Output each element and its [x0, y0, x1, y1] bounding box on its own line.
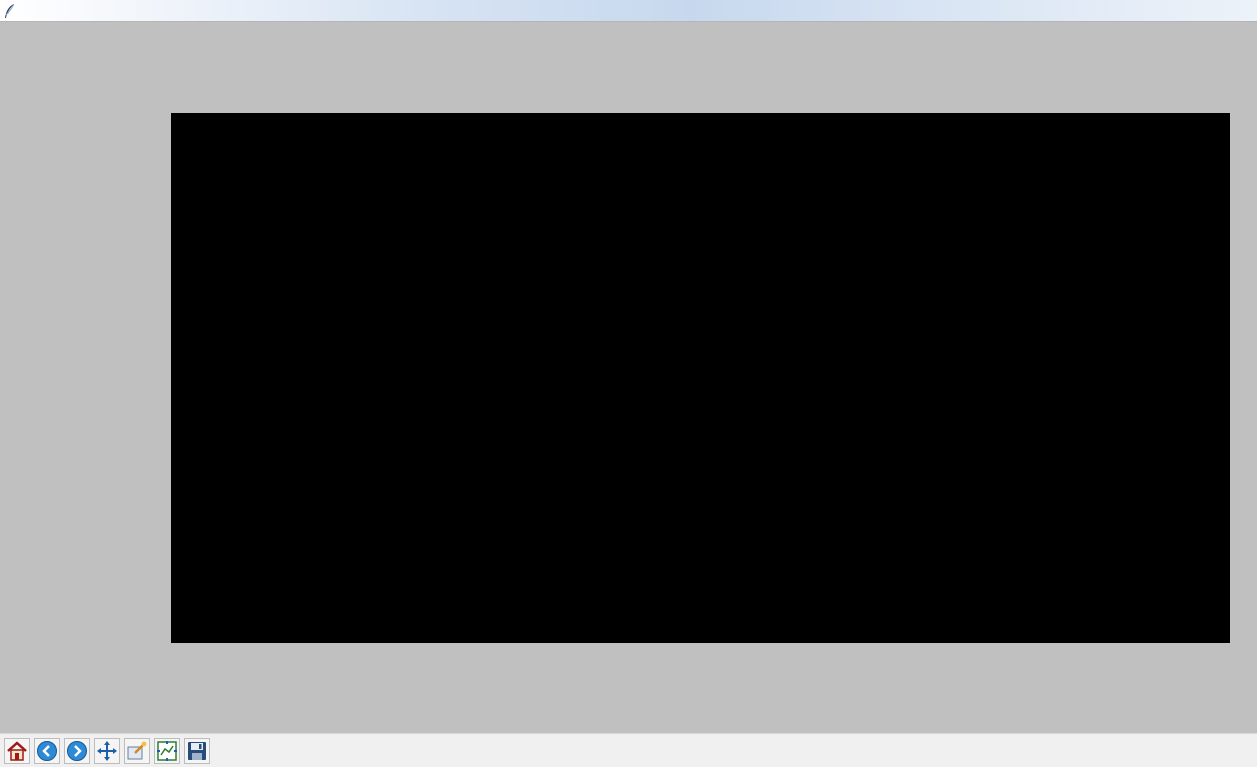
wordcloud-image	[171, 113, 1230, 643]
wordcloud-svg	[171, 113, 1230, 643]
subplots-icon	[157, 741, 177, 761]
floppy-disk-icon	[188, 742, 206, 760]
zoom-button[interactable]	[124, 738, 150, 764]
home-icon	[7, 741, 27, 761]
zoom-rect-icon	[127, 741, 147, 760]
feather-app-icon	[5, 3, 15, 18]
arrow-right-icon	[67, 741, 87, 761]
figure-canvas[interactable]	[0, 22, 1257, 733]
move-arrows-icon	[97, 741, 117, 761]
save-button[interactable]	[184, 738, 210, 764]
configure-subplots-button[interactable]	[154, 738, 180, 764]
arrow-left-icon	[37, 741, 57, 761]
forward-button[interactable]	[64, 738, 90, 764]
pan-button[interactable]	[94, 738, 120, 764]
title-bar[interactable]	[0, 0, 1257, 22]
home-button[interactable]	[4, 738, 30, 764]
navigation-toolbar	[0, 733, 1257, 767]
back-button[interactable]	[34, 738, 60, 764]
